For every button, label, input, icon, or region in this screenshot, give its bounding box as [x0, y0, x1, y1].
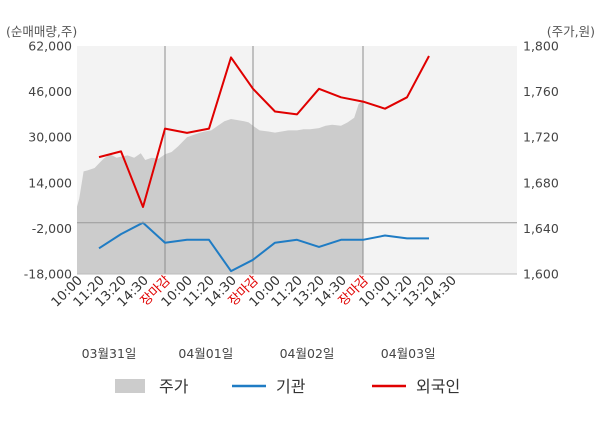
date-label: 03월31일 — [82, 346, 137, 361]
left-tick-label: 30,000 — [28, 130, 72, 145]
date-label: 04월02일 — [280, 346, 335, 361]
legend-label: 외국인 — [416, 377, 460, 396]
right-tick-label: 1,800 — [523, 39, 559, 54]
right-tick-label: 1,600 — [523, 267, 559, 282]
legend-swatch-price — [115, 379, 145, 393]
left-tick-label: 62,000 — [28, 39, 72, 54]
left-tick-label: -2,000 — [32, 221, 72, 236]
date-label: 04월03일 — [381, 346, 436, 361]
right-tick-label: 1,720 — [523, 130, 559, 145]
right-tick-label: 1,640 — [523, 221, 559, 236]
left-axis-label: (순매매량,주) — [6, 24, 77, 39]
left-tick-label: -18,000 — [24, 267, 72, 282]
left-tick-label: 46,000 — [28, 84, 72, 99]
left-tick-label: 14,000 — [28, 175, 72, 190]
legend-label: 기관 — [276, 377, 306, 396]
right-tick-label: 1,680 — [523, 175, 559, 190]
foreign-line — [98, 55, 430, 208]
price-area — [77, 100, 363, 274]
right-axis-label: (주가,원) — [547, 24, 595, 39]
institution-line — [98, 221, 429, 273]
legend-label: 주가 — [159, 377, 189, 396]
date-label: 04월01일 — [178, 346, 233, 361]
right-tick-label: 1,760 — [523, 84, 559, 99]
